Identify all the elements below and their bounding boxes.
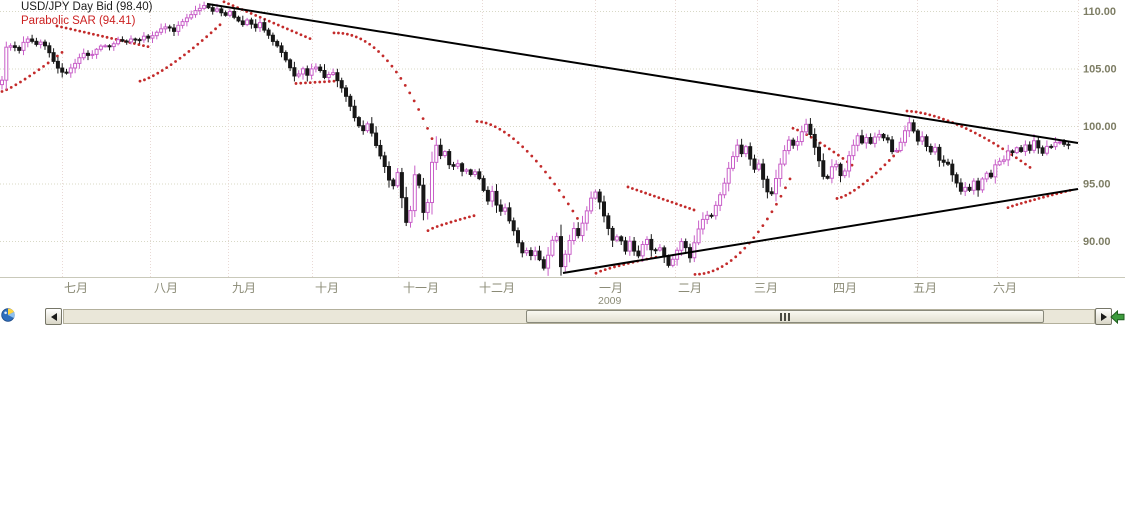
chart-canvas[interactable]: 七月 八月 九月 十月 十一月 十二月 一月 二月 三月 四月 五月 六月 110.00 105.00 10… xyxy=(0,0,1125,308)
candlesticks xyxy=(0,1,1071,276)
x-axis-label: 二月 xyxy=(678,281,702,295)
y-axis-label: 90.00 xyxy=(1083,236,1111,248)
x-axis-label: 六月 xyxy=(993,281,1017,295)
indicator-label: Parabolic SAR (94.41) xyxy=(21,15,136,27)
scroll-left-button[interactable] xyxy=(45,308,62,325)
upper-trendline xyxy=(206,2,1079,145)
y-axis-label: 100.00 xyxy=(1083,121,1117,133)
x-axis-label: 三月 xyxy=(754,281,778,295)
x-axis-label: 八月 xyxy=(154,281,178,295)
x-axis-label: 一月 xyxy=(599,281,623,295)
green-left-arrow-icon xyxy=(1110,309,1125,324)
x-axis-labels: 七月 八月 九月 十月 十一月 十二月 一月 二月 三月 四月 五月 六月 xyxy=(64,281,1017,295)
x-axis-label: 十月 xyxy=(315,281,339,295)
chart-area[interactable]: 七月 八月 九月 十月 十一月 十二月 一月 二月 三月 四月 五月 六月 110.00 105.00 10… xyxy=(0,0,1125,308)
x-axis-label: 九月 xyxy=(232,281,256,295)
x-axis-label: 五月 xyxy=(913,281,937,295)
x-axis-year-label: 2009 xyxy=(598,295,622,307)
parabolic-sar-dots xyxy=(0,0,1072,276)
x-axis-label: 七月 xyxy=(64,281,88,295)
scrollbar-track[interactable] xyxy=(63,309,1095,324)
x-axis-label: 四月 xyxy=(833,281,857,295)
x-axis-label: 十一月 xyxy=(403,281,439,295)
y-axis-labels: 110.00 105.00 100.00 95.00 90.00 xyxy=(1083,6,1117,248)
right-triangle-icon xyxy=(1100,312,1107,321)
y-axis-label: 95.00 xyxy=(1083,179,1111,191)
left-triangle-icon xyxy=(50,312,57,321)
jump-to-latest-button[interactable] xyxy=(1110,308,1125,325)
app-logo-icon xyxy=(1,308,15,322)
price-gridlines xyxy=(0,11,1080,242)
chart-title: USD/JPY Day Bid (98.40) xyxy=(21,1,153,13)
thumb-grip-icon xyxy=(780,312,790,321)
timeline-scrollbar xyxy=(0,306,1125,328)
y-axis-label: 110.00 xyxy=(1083,6,1116,18)
x-axis-label: 十二月 xyxy=(479,281,515,295)
lower-trendline xyxy=(562,188,1079,274)
y-axis-label: 105.00 xyxy=(1083,64,1117,76)
scrollbar-thumb[interactable] xyxy=(526,310,1044,323)
